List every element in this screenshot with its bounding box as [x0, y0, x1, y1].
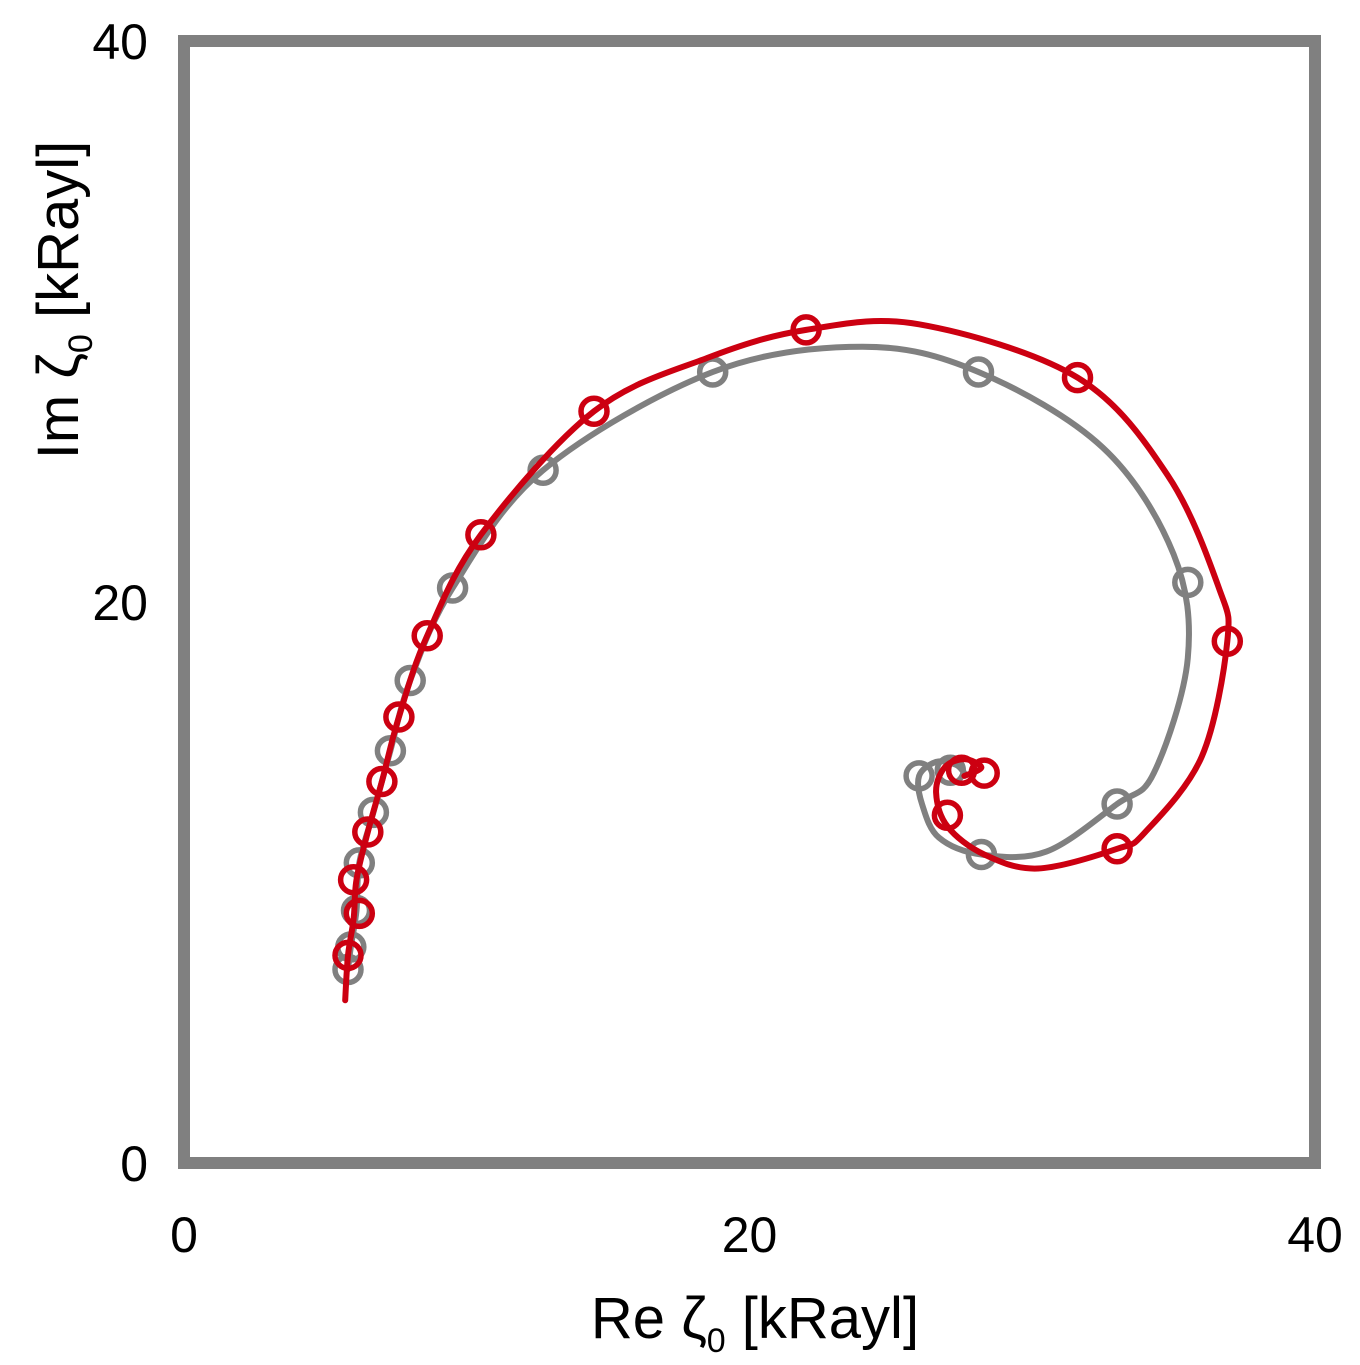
series-1-point	[352, 816, 384, 848]
series-1-point	[1061, 361, 1094, 394]
series-1-point	[343, 897, 376, 930]
series-1-point	[945, 754, 978, 787]
series-1-point	[1211, 625, 1244, 658]
series-0-point	[903, 760, 935, 792]
series-1-point	[968, 757, 1000, 789]
y-tick-label: 40	[92, 14, 148, 70]
series-0-point	[394, 664, 426, 697]
x-tick-label: 40	[1287, 1207, 1343, 1263]
series-0-point	[965, 838, 998, 871]
series-0-point	[1101, 788, 1133, 820]
x-tick-label: 0	[170, 1207, 198, 1263]
series-1-point	[1101, 833, 1133, 865]
x-tick-label: 20	[722, 1207, 778, 1263]
series-1-point	[383, 701, 415, 733]
series-1-point	[931, 799, 964, 831]
series-1-point	[790, 314, 822, 346]
series-1-point	[465, 518, 497, 551]
plot-frame	[178, 35, 1321, 1169]
series-0-point	[1172, 566, 1204, 599]
series-0	[332, 343, 1204, 986]
tick-labels: 0 20 40 0 20 40	[92, 14, 1342, 1263]
series-0-point	[962, 356, 995, 388]
x-axis-label: Re ζ0 [kRayl]	[591, 1286, 919, 1360]
series-1	[332, 314, 1244, 1004]
series-1-point	[411, 619, 443, 652]
y-tick-label: 20	[92, 575, 148, 631]
series-1-point	[332, 939, 364, 972]
y-axis-label: Im ζ0 [kRayl]	[26, 141, 100, 459]
y-tick-label: 0	[120, 1136, 148, 1192]
plot-area	[332, 314, 1244, 1004]
series-0-curve	[345, 343, 1192, 973]
series-1-curve	[342, 317, 1232, 1004]
series-1-point	[578, 395, 610, 428]
series-1-point	[337, 863, 370, 896]
series-0-point	[934, 754, 967, 787]
series-0-point	[357, 796, 390, 829]
series-1-point	[366, 765, 398, 798]
